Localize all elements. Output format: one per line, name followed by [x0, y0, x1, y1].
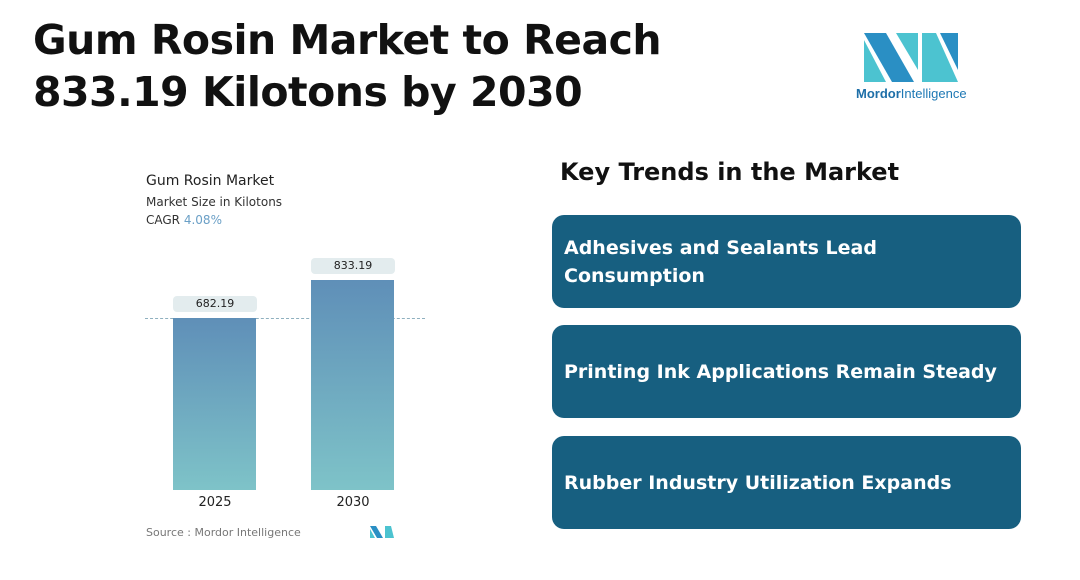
- chart-title: Gum Rosin Market: [146, 173, 275, 189]
- trend-card: Rubber Industry Utilization Expands: [552, 436, 1021, 529]
- bar-2030: [311, 280, 394, 490]
- mordor-logo-icon: [864, 33, 958, 82]
- reference-line: [145, 318, 425, 319]
- cagr: CAGR 4.08%: [146, 213, 222, 227]
- source-logo-icon: [370, 526, 394, 538]
- trends-heading: Key Trends in the Market: [560, 158, 900, 186]
- bar-2025: [173, 318, 256, 490]
- trend-card: Adhesives and Sealants Lead Consumption: [552, 215, 1021, 308]
- chart-subtitle: Market Size in Kilotons: [146, 195, 283, 209]
- data-label: 682.19: [173, 296, 257, 313]
- logo-text: MordorIntelligence: [856, 86, 967, 101]
- chart-source: Source : Mordor Intelligence: [146, 526, 301, 539]
- x-tick-label: 2030: [336, 495, 370, 510]
- x-tick-label: 2025: [198, 495, 232, 510]
- data-label: 833.19: [311, 258, 395, 274]
- trend-card: Printing Ink Applications Remain Steady: [552, 325, 1021, 418]
- page-title: Gum Rosin Market to Reach 833.19 Kiloton…: [33, 16, 662, 116]
